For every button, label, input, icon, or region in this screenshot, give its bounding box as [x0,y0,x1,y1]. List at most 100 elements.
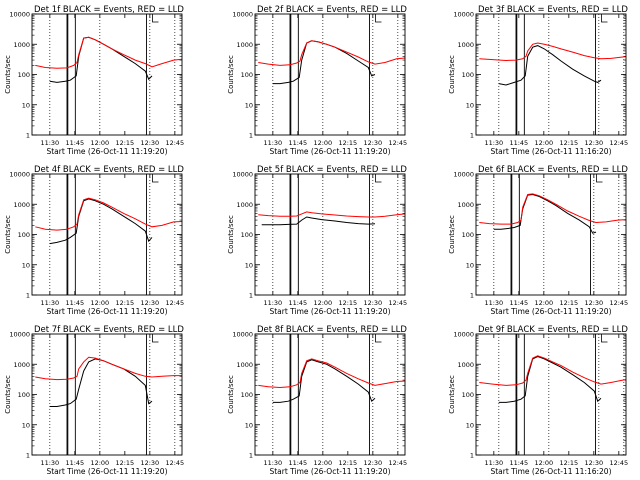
lld-series-line [479,193,627,225]
bracket-mark [152,334,159,343]
x-tick-label: 12:45 [388,299,407,307]
y-tick-label: 10000 [232,11,253,19]
x-tick-label: 12:00 [90,459,109,467]
x-tick-label: 12:30 [140,139,159,147]
y-axis-label: Counts/sec [448,55,456,94]
x-tick-label: 11:45 [65,139,84,147]
y-tick-label: 1 [249,292,253,300]
y-axis-label: Counts/sec [227,55,235,94]
events-series-line [49,198,153,245]
y-tick-label: 1 [249,132,253,140]
events-series-line [261,216,376,226]
y-tick-label: 10 [466,421,474,429]
bracket-mark [601,334,608,343]
x-tick-label: 12:45 [165,139,184,147]
detector-panel: Det 1f BLACK = Events, RED = LLD Counts/s… [4,5,184,156]
y-tick-label: 10 [22,421,30,429]
x-tick-label: 12:15 [559,459,578,467]
detector-panel: Det 7f BLACK = Events, RED = LLD Counts/s… [4,325,184,476]
x-tick-label: 11:45 [288,459,307,467]
y-tick-label: 100 [462,71,474,79]
plot-frame [475,333,627,456]
y-tick-label: 1000 [13,201,30,209]
x-axis-label: Start Time (26-Oct-11 11:19:20) [46,147,167,156]
panel-title: Det 7f BLACK = Events, RED = LLD [34,325,184,335]
x-tick-label: 12:15 [338,139,357,147]
events-series-line [493,193,597,234]
x-tick-label: 12:30 [584,299,603,307]
y-tick-label: 100 [18,71,30,79]
x-tick-label: 12:15 [338,299,357,307]
events-series-line [49,358,153,407]
x-tick-label: 11:45 [288,139,307,147]
y-axis-label: Counts/sec [448,375,456,414]
x-tick-label: 12:00 [313,139,332,147]
plot-frame [31,13,183,136]
lld-series-line [258,40,406,66]
bracket-mark [375,174,382,183]
y-tick-label: 1000 [457,201,474,209]
panel-title: Det 3f BLACK = Events, RED = LLD [478,5,628,15]
plot-frame [254,333,406,456]
y-tick-label: 100 [462,231,474,239]
x-axis-label: Start Time (26-Oct-11 11:19:20) [46,467,167,476]
x-tick-label: 12:15 [338,459,357,467]
x-tick-label: 12:00 [313,459,332,467]
x-tick-label: 12:30 [363,459,382,467]
x-tick-label: 12:30 [584,139,603,147]
x-tick-label: 12:30 [363,299,382,307]
y-tick-label: 10000 [232,171,253,179]
plot-frame [475,173,627,296]
x-tick-label: 12:45 [609,459,628,467]
lld-series-line [35,197,183,231]
events-series-line [498,355,602,403]
x-tick-label: 11:30 [263,139,282,147]
x-tick-label: 12:00 [90,299,109,307]
x-tick-label: 12:15 [559,299,578,307]
x-axis-label: Start Time (26-Oct-11 11:19:20) [269,467,390,476]
y-tick-label: 10 [22,101,30,109]
x-tick-label: 11:45 [509,139,528,147]
x-tick-label: 12:15 [115,299,134,307]
y-tick-label: 100 [241,231,253,239]
y-tick-label: 1 [249,452,253,460]
y-tick-label: 10 [245,421,253,429]
panel-title: Det 5f BLACK = Events, RED = LLD [257,165,407,175]
events-series-line [272,359,376,403]
y-tick-label: 10000 [9,171,30,179]
plot-frame [254,13,406,136]
y-tick-label: 100 [462,391,474,399]
x-tick-label: 11:30 [40,299,59,307]
panel-title: Det 1f BLACK = Events, RED = LLD [34,5,184,15]
y-tick-label: 1000 [13,41,30,49]
x-tick-label: 11:30 [263,459,282,467]
y-tick-label: 10 [466,261,474,269]
detector-panel: Det 2f BLACK = Events, RED = LLD Counts/s… [227,5,407,156]
y-tick-label: 10 [22,261,30,269]
bracket-mark [375,334,382,343]
events-series-line [498,45,602,86]
x-tick-label: 11:30 [40,459,59,467]
x-tick-label: 12:45 [165,459,184,467]
x-tick-label: 11:45 [509,459,528,467]
y-tick-label: 1 [26,132,30,140]
x-axis-label: Start Time (26-Oct-11 11:19:20) [269,147,390,156]
x-tick-label: 12:45 [165,299,184,307]
x-tick-label: 12:15 [115,139,134,147]
y-tick-label: 1 [470,132,474,140]
x-tick-label: 12:30 [140,299,159,307]
y-tick-label: 1000 [236,201,253,209]
x-tick-label: 12:00 [534,139,553,147]
lld-series-line [479,355,627,386]
x-tick-label: 11:30 [484,459,503,467]
events-series-line [272,40,376,85]
y-tick-label: 10000 [232,331,253,339]
y-tick-label: 1000 [13,361,30,369]
plot-frame [475,13,627,136]
y-tick-label: 10000 [453,171,474,179]
x-tick-label: 11:45 [65,299,84,307]
x-tick-label: 11:30 [40,139,59,147]
y-tick-label: 1000 [236,41,253,49]
y-axis-label: Counts/sec [4,375,12,414]
x-tick-label: 12:45 [609,139,628,147]
